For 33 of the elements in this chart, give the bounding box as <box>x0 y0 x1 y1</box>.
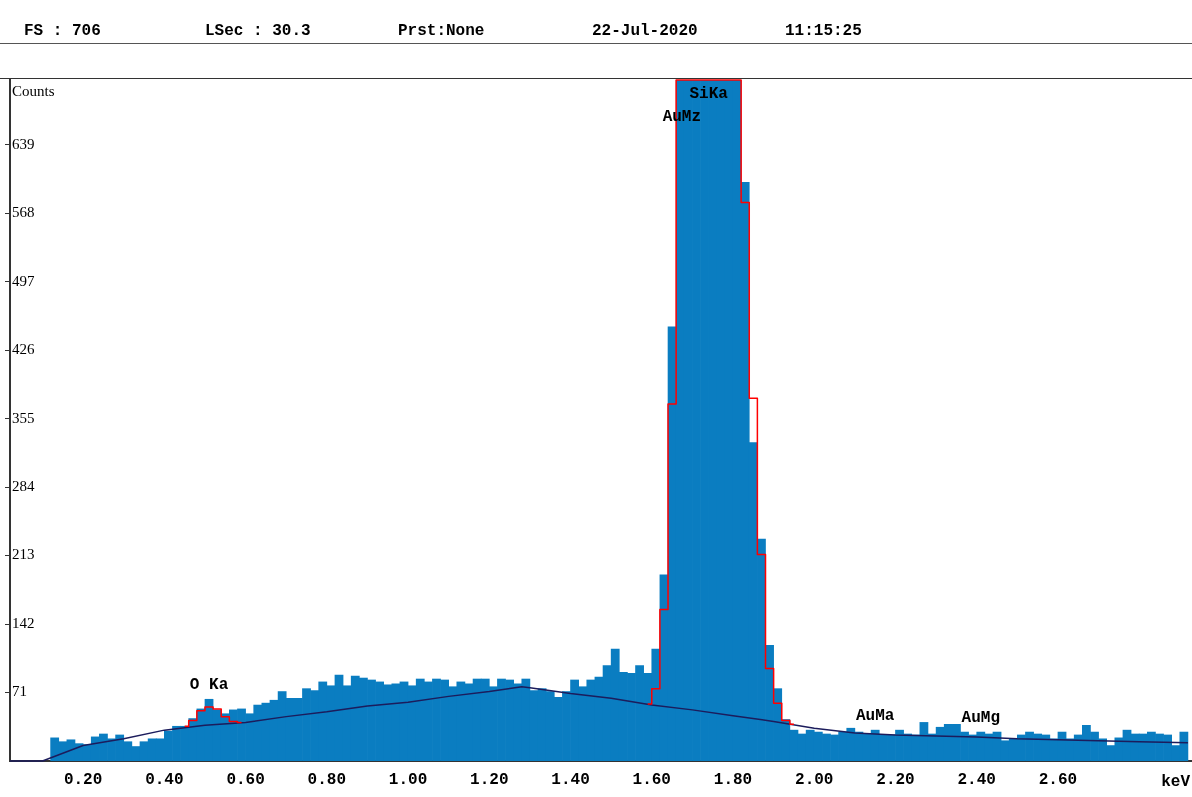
text: 22-Jul-2020 <box>592 22 698 40</box>
annotation: SiKa <box>689 85 729 103</box>
text: Prst:None <box>398 22 485 40</box>
x-tick-label: 1.20 <box>470 770 509 789</box>
y-tick-label: 355 <box>12 409 35 426</box>
y-tick-label: 213 <box>12 546 35 563</box>
annotation: AuMa <box>855 707 895 726</box>
x-tick-label: 2.40 <box>957 770 996 789</box>
y-tick-label: 568 <box>12 204 35 221</box>
x-tick-label: 0.60 <box>226 770 265 789</box>
x-tick-label: 1.00 <box>388 770 428 789</box>
x-tick-label: 0.40 <box>145 770 184 789</box>
x-tick-label: 0.80 <box>307 770 347 789</box>
y-tick-label: 142 <box>12 614 35 631</box>
x-tick-label: 2.00 <box>795 770 834 789</box>
y-axis-title: Counts <box>12 82 55 99</box>
text: 11:15:25 <box>785 22 862 40</box>
y-tick-label: 284 <box>12 477 35 494</box>
x-tick-label: 1.60 <box>632 770 671 789</box>
annotation: AuMg <box>961 709 1000 728</box>
text: FS : 706 <box>24 22 101 40</box>
x-tick-label: 0.20 <box>63 770 103 789</box>
y-tick-label: 426 <box>12 341 35 358</box>
x-tick-label: 1.40 <box>551 770 590 789</box>
x-axis-title: keV <box>1161 773 1191 792</box>
annotation: O Ka <box>189 676 229 695</box>
y-tick-label: 639 <box>12 135 35 152</box>
text: LSec : 30.3 <box>205 22 311 40</box>
x-tick-label: 2.60 <box>1038 770 1078 789</box>
y-tick-label: 71 <box>12 683 27 700</box>
y-tick-label: 497 <box>12 272 35 289</box>
x-tick-label: 1.80 <box>713 770 753 789</box>
x-tick-label: 2.20 <box>876 770 915 789</box>
